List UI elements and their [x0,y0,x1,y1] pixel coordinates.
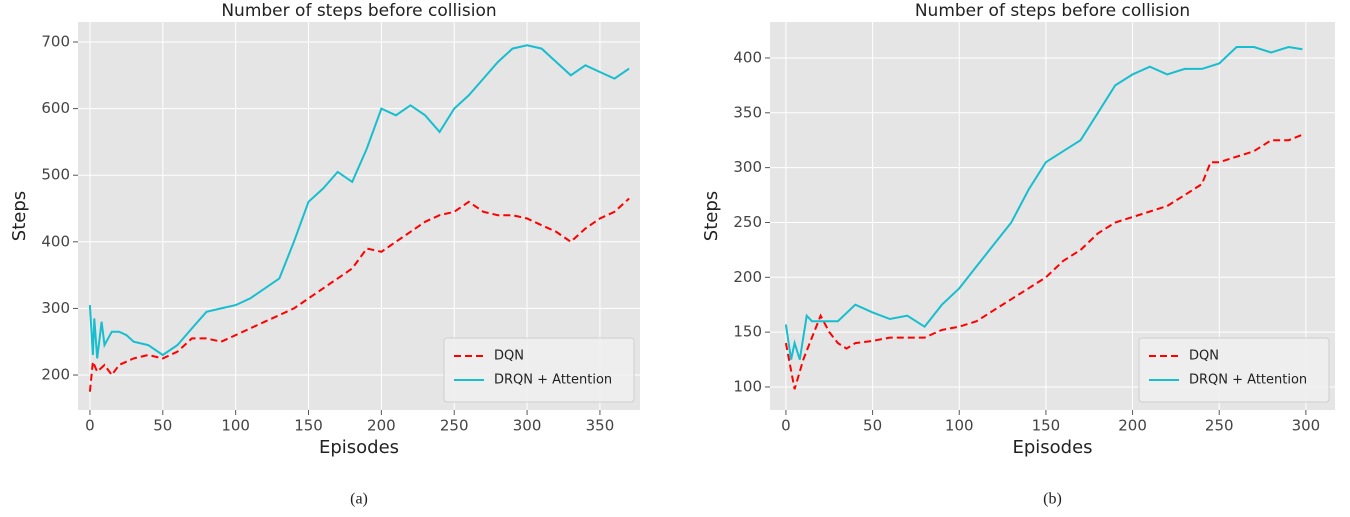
legend-label: DQN [1189,349,1219,364]
legend-label: DQN [494,349,524,364]
chart-title: Number of steps before collision [221,1,496,21]
x-tick-label: 50 [863,417,882,435]
caption: (a) [350,491,368,508]
y-tick-label: 600 [41,99,70,117]
x-tick-label: 0 [781,417,791,435]
y-tick-label: 350 [733,103,762,121]
x-tick-label: 50 [153,417,172,435]
x-tick-label: 100 [221,417,250,435]
x-axis-label: Episodes [319,437,399,458]
y-tick-label: 300 [733,158,762,176]
y-tick-label: 700 [41,32,70,50]
y-tick-label: 400 [41,232,70,250]
x-axis-label: Episodes [1012,437,1092,458]
series-line [88,44,630,359]
legend-box [1138,337,1330,403]
y-tick-label: 500 [41,166,70,184]
y-tick-label: 150 [733,323,762,341]
y-axis-label: Steps [9,191,30,241]
x-tick-label: 300 [513,417,542,435]
x-tick-label: 250 [1205,417,1234,435]
x-tick-label: 200 [367,417,396,435]
legend-label: DRQN + Attention [1189,373,1307,388]
y-tick-label: 250 [733,213,762,231]
chart-title: Number of steps before collision [915,1,1190,21]
x-tick-label: 200 [1118,417,1147,435]
y-tick-label: 200 [733,268,762,286]
legend-label: DRQN + Attention [494,373,612,388]
series-line [784,45,1303,360]
caption: (b) [1043,491,1062,508]
legend-box [443,337,635,403]
series-line [88,197,630,392]
y-axis-label: Steps [701,191,722,241]
y-tick-label: 100 [733,377,762,395]
x-tick-label: 350 [586,417,615,435]
y-tick-label: 200 [41,366,70,384]
x-tick-label: 150 [1032,417,1061,435]
series-line [784,133,1303,390]
x-tick-label: 150 [294,417,323,435]
x-tick-label: 300 [1292,417,1321,435]
x-tick-label: 250 [440,417,469,435]
x-tick-label: 0 [85,417,95,435]
y-tick-label: 400 [733,48,762,66]
x-tick-label: 100 [945,417,974,435]
y-tick-label: 300 [41,299,70,317]
